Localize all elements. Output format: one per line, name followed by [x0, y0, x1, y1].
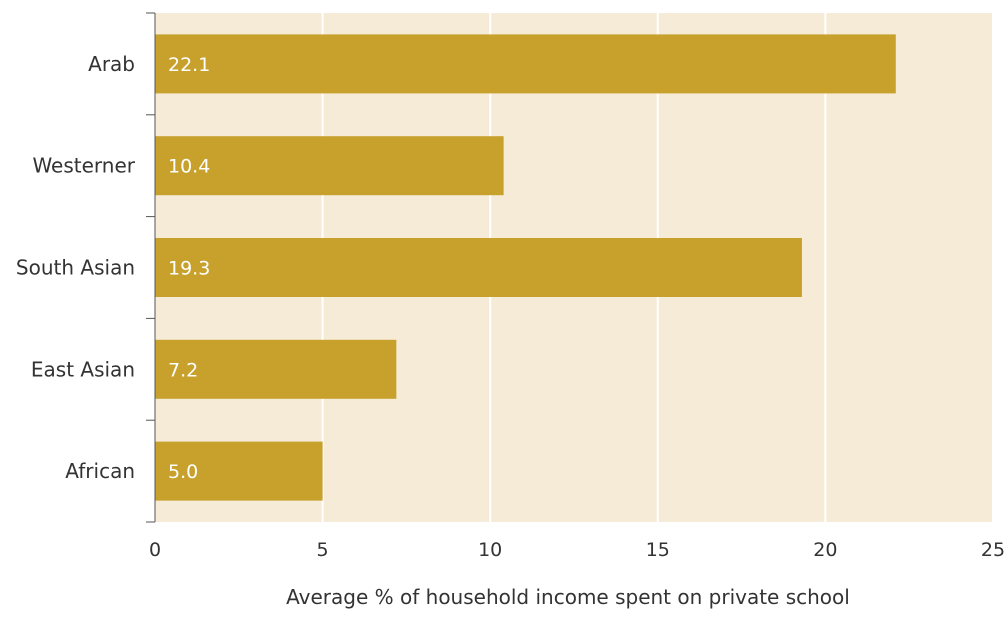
data-label-westerner: 10.4: [168, 156, 210, 178]
x-tick-label-0: 0: [149, 539, 161, 561]
category-label-african: African: [65, 459, 135, 483]
x-tick-label-5: 5: [317, 539, 329, 561]
bar-westerner: [155, 136, 504, 196]
bar-african: [155, 441, 323, 501]
category-label-westerner: Westerner: [32, 154, 135, 178]
bars: 22.1 10.4 19.3 7.2 5.0: [155, 34, 896, 501]
x-tick-label-20: 20: [813, 539, 837, 561]
x-tick-label-25: 25: [981, 539, 1005, 561]
bar-east-asian: [155, 339, 397, 399]
x-tick-label-10: 10: [478, 539, 502, 561]
data-label-african: 5.0: [168, 461, 198, 483]
data-label-arab: 22.1: [168, 54, 210, 76]
data-label-east-asian: 7.2: [168, 359, 198, 381]
category-label-south-asian: South Asian: [16, 256, 135, 280]
axes: Arab Westerner South Asian East Asian Africa…: [16, 12, 1005, 561]
data-label-south-asian: 19.3: [168, 258, 210, 280]
bar-arab: [155, 34, 896, 94]
category-label-arab: Arab: [88, 52, 135, 76]
category-label-east-asian: East Asian: [31, 357, 135, 381]
x-tick-label-15: 15: [646, 539, 670, 561]
x-axis-title: Average % of household income spent on p…: [286, 585, 850, 609]
bar-south-asian: [155, 238, 802, 297]
